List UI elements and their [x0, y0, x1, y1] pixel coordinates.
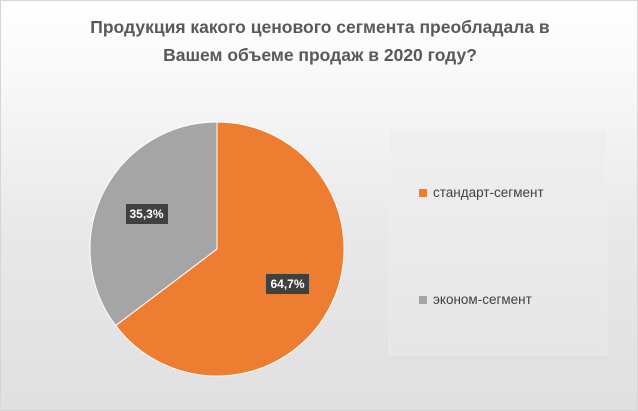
legend-swatch-economy: [419, 295, 427, 304]
legend: стандарт-сегмент эконом-сегмент: [389, 129, 607, 355]
legend-label-economy: эконом-сегмент: [433, 292, 532, 307]
chart-title-line-1: Продукция какого ценового сегмента преоб…: [90, 17, 550, 37]
data-label-economy: 35,3%: [125, 203, 168, 224]
legend-item-economy[interactable]: эконом-сегмент: [419, 292, 532, 307]
chart-title: Продукция какого ценового сегмента преоб…: [21, 13, 619, 69]
legend-swatch-standard: [419, 188, 427, 197]
legend-label-standard: стандарт-сегмент: [433, 185, 544, 200]
legend-item-standard[interactable]: стандарт-сегмент: [419, 185, 544, 200]
data-label-standard: 64,7%: [266, 274, 309, 295]
chart-title-line-2: Вашем объеме продаж в 2020 году?: [163, 45, 477, 65]
pie-slice-standard[interactable]: [114, 121, 345, 377]
